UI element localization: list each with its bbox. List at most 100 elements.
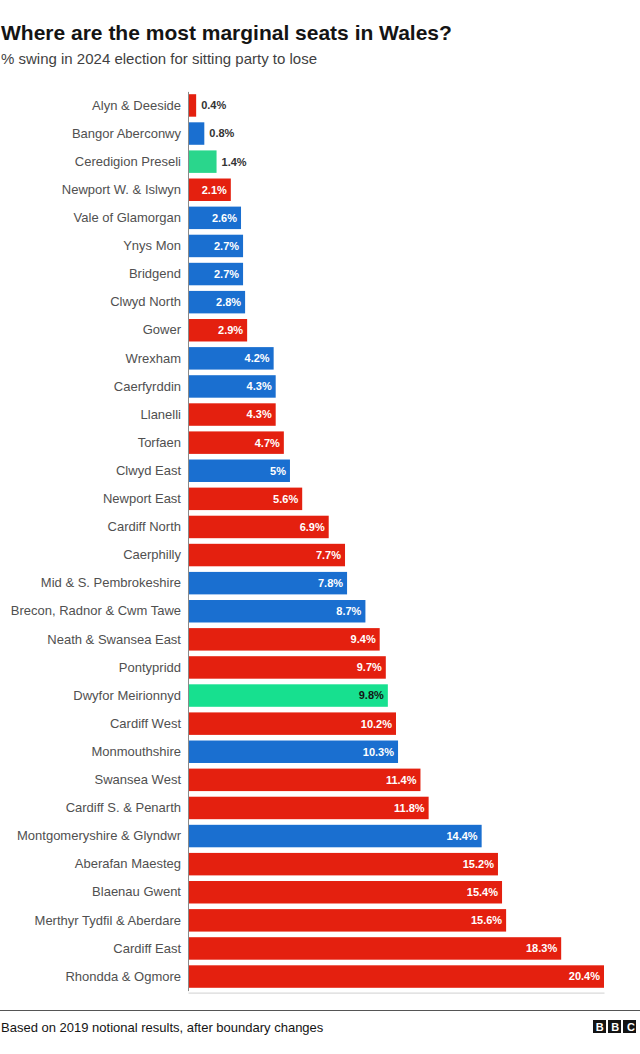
- y-tick: Merthyr Tydfil & Aberdare: [35, 913, 181, 928]
- data-label: 2.1%: [202, 184, 227, 196]
- y-tick-label: Blaenau Gwent: [92, 884, 181, 899]
- bar: [188, 741, 398, 763]
- data-label: 7.8%: [318, 577, 343, 589]
- y-tick: Cardiff S. & Penarth: [66, 800, 181, 815]
- data-label: 2.7%: [214, 268, 239, 280]
- bar: [188, 207, 241, 229]
- bar: [188, 179, 231, 201]
- y-tick: Brecon, Radnor & Cwm Tawe: [11, 603, 181, 618]
- y-tick-label: Merthyr Tydfil & Aberdare: [35, 913, 181, 928]
- y-tick: Vale of Glamorgan: [74, 210, 181, 225]
- y-tick-label: Ynys Mon: [123, 238, 181, 253]
- y-tick-label: Newport W. & Islwyn: [62, 182, 181, 197]
- bar: [188, 600, 365, 622]
- data-label: 4.3%: [247, 380, 272, 392]
- y-tick-label: Vale of Glamorgan: [74, 210, 181, 225]
- y-tick: Newport W. & Islwyn: [62, 182, 181, 197]
- data-label: 2.6%: [212, 212, 237, 224]
- data-label: 8.7%: [336, 605, 361, 617]
- data-label: 5.6%: [273, 493, 298, 505]
- y-tick-label: Ceredigion Preseli: [75, 154, 181, 169]
- y-tick-label: Aberafan Maesteg: [75, 856, 181, 871]
- y-tick-label: Llanelli: [141, 407, 182, 422]
- y-tick-label: Cardiff S. & Penarth: [66, 800, 181, 815]
- x-axis: [189, 993, 605, 994]
- y-tick-label: Cardiff North: [108, 519, 181, 534]
- y-tick: Ceredigion Preseli: [75, 154, 181, 169]
- y-tick: Caerphilly: [123, 547, 181, 562]
- y-tick: Newport East: [103, 491, 181, 506]
- y-tick: Clwyd East: [116, 463, 181, 478]
- bar: [188, 544, 345, 566]
- bar: [188, 460, 290, 482]
- y-tick: Caerfyrddin: [114, 379, 181, 394]
- y-tick-label: Alyn & Deeside: [92, 98, 181, 113]
- y-tick-label: Newport East: [103, 491, 181, 506]
- data-label: 4.7%: [255, 437, 280, 449]
- data-label: 15.4%: [467, 886, 498, 898]
- x-axis-line: [189, 993, 605, 994]
- bar: [188, 825, 482, 847]
- bar: [188, 684, 388, 706]
- footnote: Based on 2019 notional results, after bo…: [1, 1020, 324, 1035]
- bar: [188, 881, 502, 903]
- data-label: 2.7%: [214, 240, 239, 252]
- bar: [188, 572, 347, 594]
- y-tick: Cardiff West: [110, 716, 181, 731]
- data-label: 4.2%: [245, 352, 270, 364]
- title: Where are the most marginal seats in Wal…: [1, 21, 452, 44]
- y-tick-label: Bangor Aberconwy: [72, 126, 182, 141]
- data-label: 1.4%: [222, 156, 247, 168]
- data-label: 5%: [270, 465, 286, 477]
- bar: [188, 375, 276, 397]
- y-tick: Bridgend: [129, 266, 181, 281]
- bar: [188, 150, 217, 172]
- y-tick: Cardiff North: [108, 519, 181, 534]
- data-label: 7.7%: [316, 549, 341, 561]
- data-label: 4.3%: [247, 408, 272, 420]
- y-tick: Gower: [143, 322, 182, 337]
- bar: [188, 712, 396, 734]
- y-tick-label: Pontypridd: [119, 660, 181, 675]
- bar: [188, 431, 284, 453]
- y-tick: Monmouthshire: [91, 744, 181, 759]
- data-labels: 0.4%0.8%1.4%2.1%2.6%2.7%2.7%2.8%2.9%4.2%…: [201, 99, 600, 982]
- bar: [188, 263, 243, 285]
- bar: [188, 488, 302, 510]
- y-tick: Swansea West: [95, 772, 182, 787]
- y-tick-label: Clwyd North: [110, 294, 181, 309]
- bars: [188, 94, 604, 988]
- y-tick-label: Brecon, Radnor & Cwm Tawe: [11, 603, 181, 618]
- y-tick-label: Caerphilly: [123, 547, 181, 562]
- y-tick: Alyn & Deeside: [92, 98, 181, 113]
- bar: [188, 628, 380, 650]
- data-label: 14.4%: [446, 830, 477, 842]
- data-label: 2.9%: [218, 324, 243, 336]
- bar: [188, 656, 386, 678]
- bar: [188, 797, 429, 819]
- y-axis-line: [188, 92, 189, 991]
- data-label: 0.4%: [201, 99, 226, 111]
- y-tick: Rhondda & Ogmore: [65, 969, 181, 984]
- bar: [188, 769, 420, 791]
- chart: Where are the most marginal seats in Wal…: [0, 0, 640, 1054]
- data-label: 11.4%: [386, 774, 417, 786]
- data-label: 15.6%: [471, 914, 502, 926]
- bar: [188, 94, 196, 116]
- data-label: 15.2%: [463, 858, 494, 870]
- data-label: 9.4%: [351, 633, 376, 645]
- data-label: 10.2%: [361, 718, 392, 730]
- subtitle: % swing in 2024 election for sitting par…: [1, 50, 317, 67]
- data-label: 10.3%: [363, 746, 394, 758]
- y-tick: Dwyfor Meirionnyd: [73, 688, 181, 703]
- y-tick-label: Bridgend: [129, 266, 181, 281]
- y-tick-label: Cardiff West: [110, 716, 181, 731]
- data-label: 2.8%: [216, 296, 241, 308]
- data-label: 11.8%: [394, 802, 425, 814]
- y-tick: Pontypridd: [119, 660, 181, 675]
- y-tick: Torfaen: [138, 435, 181, 450]
- y-tick-label: Swansea West: [95, 772, 182, 787]
- y-tick: Neath & Swansea East: [47, 632, 181, 647]
- y-tick-label: Rhondda & Ogmore: [65, 969, 181, 984]
- y-tick-label: Gower: [143, 322, 182, 337]
